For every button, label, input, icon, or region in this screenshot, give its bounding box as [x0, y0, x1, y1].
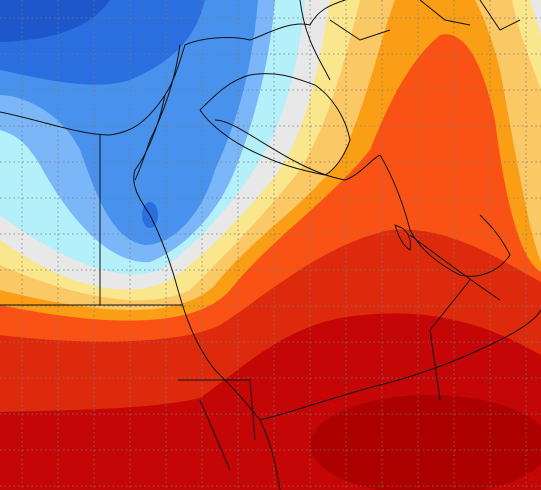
coastline: [133, 94, 281, 490]
border-line: [419, 0, 521, 31]
coastline: [0, 0, 346, 136]
band-deep-red: [310, 395, 541, 490]
coastline: [379, 154, 511, 277]
band-darkest-blue: [0, 0, 110, 42]
border-line: [299, 0, 391, 81]
border-line: [409, 234, 501, 401]
border-line: [214, 119, 381, 181]
band-yellow: [475, 0, 541, 262]
coastline: [259, 309, 541, 421]
border-line: [199, 73, 351, 176]
coastline: [134, 44, 181, 181]
border-line: [178, 379, 256, 471]
island: [394, 224, 411, 251]
